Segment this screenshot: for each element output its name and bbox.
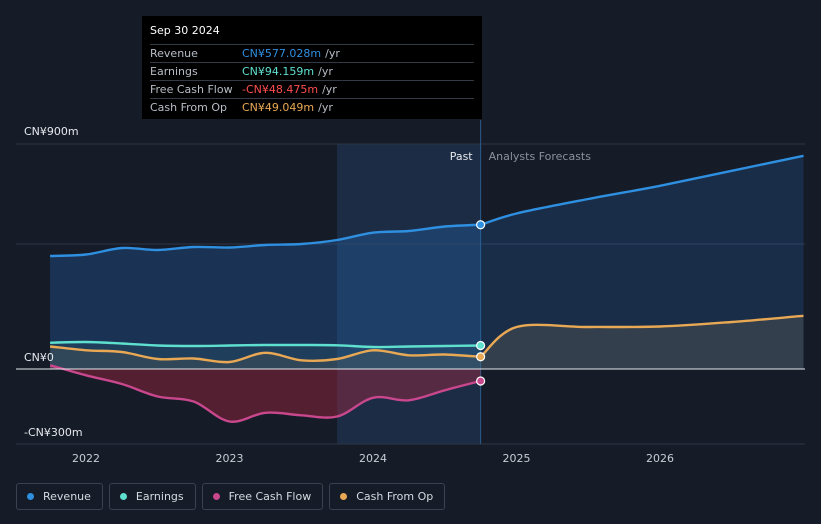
tooltip-label: Revenue: [150, 47, 198, 60]
legend: Revenue Earnings Free Cash Flow Cash From O…: [16, 483, 446, 510]
tooltip-unit: /yr: [322, 83, 337, 96]
y-label-bottom: -CN¥300m: [24, 426, 83, 439]
legend-label: Free Cash Flow: [228, 490, 312, 503]
tooltip-row-cash-from-op: Cash From Op CN¥49.049m/yr: [150, 98, 474, 116]
x-tick-label-2022: 2022: [72, 452, 100, 465]
legend-label: Revenue: [43, 490, 91, 503]
legend-dot-icon: [119, 493, 127, 500]
y-label-zero: CN¥0: [24, 351, 54, 364]
revenue-forecast-area: [480, 155, 804, 369]
tooltip-unit: /yr: [318, 65, 333, 78]
legend-item-earnings[interactable]: Earnings: [108, 483, 196, 510]
cash-from-op-forecast-line: [479, 314, 804, 358]
earnings-past-line: [50, 340, 481, 349]
tooltip-value: CN¥49.049m: [242, 101, 315, 114]
forecast-label: Analysts Forecasts: [489, 150, 592, 163]
tooltip: Sep 30 2024 Revenue CN¥577.028m/yr Earning…: [142, 16, 482, 119]
legend-item-free-cash-flow[interactable]: Free Cash Flow: [201, 483, 324, 510]
past-highlight-band: [337, 144, 481, 444]
tooltip-unit: /yr: [318, 101, 333, 114]
tooltip-value: -CN¥48.475m: [242, 83, 319, 96]
cash-from-op-forecast-area: [480, 315, 804, 369]
legend-label: Cash From Op: [356, 490, 434, 503]
revenue-marker[interactable]: [476, 220, 486, 230]
x-tick-label-2026: 2026: [646, 452, 674, 465]
cash-from-op-past-area: [50, 346, 481, 369]
past-label: Past: [450, 150, 474, 163]
tooltip-row-revenue: Revenue CN¥577.028m/yr: [150, 44, 474, 62]
x-tick-label-2025: 2025: [503, 452, 531, 465]
tooltip-unit: /yr: [325, 47, 340, 60]
x-tick-label-2024: 2024: [359, 452, 387, 465]
legend-label: Earnings: [135, 490, 184, 503]
legend-dot-icon: [340, 493, 348, 500]
legend-dot-icon: [212, 493, 220, 500]
earnings-marker[interactable]: [476, 340, 486, 351]
tooltip-value: CN¥577.028m: [242, 47, 322, 60]
tooltip-value: CN¥94.159m: [242, 65, 315, 78]
revenue-forecast-line: [480, 154, 804, 226]
tooltip-date: Sep 30 2024: [150, 24, 220, 37]
legend-dot-icon: [27, 493, 34, 500]
tooltip-row-free-cash-flow: Free Cash Flow -CN¥48.475m/yr: [150, 80, 474, 98]
earnings-past-area: [50, 341, 481, 369]
tooltip-row-earnings: Earnings CN¥94.159m/yr: [150, 62, 474, 80]
revenue-past-area: [50, 224, 481, 369]
tooltip-label: Free Cash Flow: [150, 83, 233, 96]
cash-from-op-past-line: [49, 345, 481, 364]
revenue-past-line: [50, 223, 481, 258]
free-cash-flow-past-line: [49, 364, 481, 423]
legend-item-cash-from-op[interactable]: Cash From Op: [329, 483, 446, 510]
tooltip-label: Earnings: [150, 65, 198, 78]
free-cash-flow-marker[interactable]: [476, 376, 486, 386]
cash-from-op-marker[interactable]: [476, 352, 486, 362]
x-tick-label-2023: 2023: [216, 452, 244, 465]
legend-item-revenue[interactable]: Revenue: [16, 483, 103, 510]
y-label-top: CN¥900m: [24, 125, 79, 138]
free-cash-flow-past-area: [50, 365, 481, 422]
tooltip-label: Cash From Op: [150, 101, 228, 114]
